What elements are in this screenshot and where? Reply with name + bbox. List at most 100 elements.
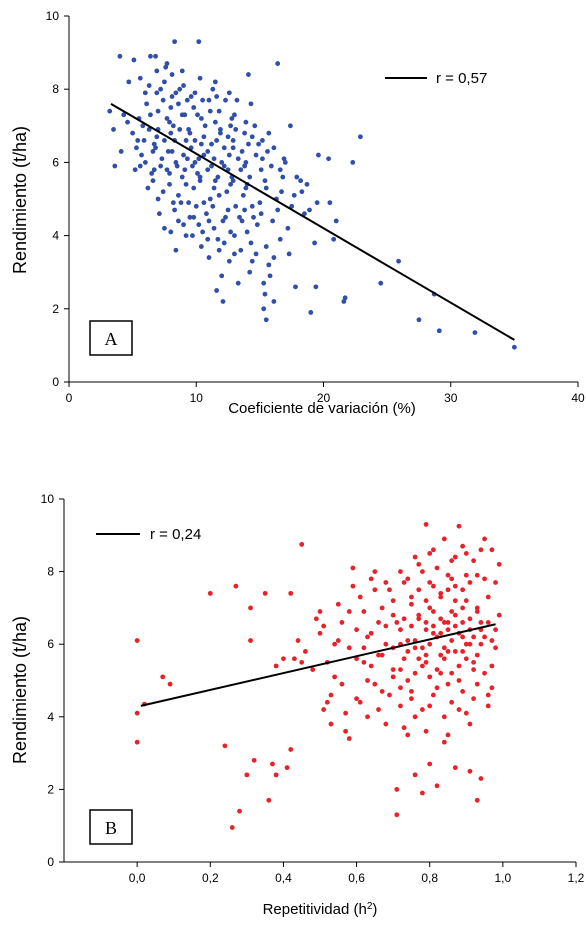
data-point: [230, 145, 236, 151]
data-point: [263, 244, 269, 249]
data-point: [221, 240, 227, 246]
data-point: [361, 609, 367, 614]
data-point: [209, 141, 214, 147]
data-point: [460, 605, 466, 611]
data-point: [420, 790, 425, 796]
data-point: [331, 236, 337, 242]
data-point: [434, 783, 440, 789]
data-point: [409, 688, 414, 694]
data-point: [137, 75, 143, 81]
data-point: [398, 685, 403, 691]
data-point: [216, 108, 222, 114]
data-point: [434, 565, 440, 571]
data-point: [252, 123, 258, 129]
data-point: [357, 699, 363, 705]
data-point: [463, 710, 469, 716]
data-point: [218, 127, 223, 132]
data-point: [150, 178, 156, 184]
data-point: [215, 236, 221, 242]
data-point: [200, 229, 206, 235]
data-point: [238, 247, 244, 253]
data-point: [153, 145, 158, 151]
data-point: [478, 641, 484, 647]
data-point: [412, 772, 418, 778]
data-point: [445, 587, 451, 593]
data-point: [228, 123, 234, 129]
data-point: [237, 214, 242, 220]
data-point: [198, 116, 204, 121]
data-point: [405, 576, 411, 582]
data-point: [467, 721, 473, 727]
data-point: [423, 627, 429, 633]
data-point: [244, 772, 250, 778]
data-point: [243, 119, 249, 125]
y-tick-label: 0: [47, 855, 54, 869]
data-point: [184, 156, 190, 162]
data-point: [485, 703, 491, 709]
data-point: [321, 707, 327, 712]
data-point: [292, 656, 297, 662]
data-point: [474, 609, 480, 614]
data-point: [452, 612, 458, 618]
data-point: [182, 167, 188, 173]
data-point: [178, 200, 184, 206]
data-point: [452, 765, 458, 771]
data-point: [372, 681, 378, 687]
legend-label: r = 0,24: [150, 526, 201, 543]
data-point: [339, 620, 345, 625]
data-point: [221, 163, 227, 169]
data-point: [186, 127, 192, 132]
data-point: [467, 641, 473, 647]
data-point: [460, 620, 466, 625]
x-tick-label: 0,2: [202, 871, 219, 885]
data-point: [233, 127, 239, 132]
x-tick-label: 40: [571, 391, 585, 405]
data-point: [216, 192, 222, 198]
x-tick-label: 0: [66, 391, 73, 405]
data-point: [467, 768, 473, 774]
data-point: [456, 523, 462, 529]
data-point: [441, 645, 447, 651]
data-point: [177, 127, 183, 132]
y-tick-label: 6: [52, 155, 59, 169]
data-point: [390, 667, 396, 673]
x-tick-label: 1,0: [495, 871, 512, 885]
data-point: [321, 623, 327, 629]
data-point: [148, 112, 153, 118]
y-tick-label: 2: [47, 782, 54, 796]
data-point: [456, 663, 462, 669]
data-point: [357, 594, 363, 600]
data-point: [401, 656, 407, 662]
data-point: [376, 652, 381, 658]
y-tick-label: 4: [52, 229, 59, 243]
x-tick-label: 1,2: [568, 871, 585, 885]
x-tick-label: 0,8: [421, 871, 438, 885]
data-point: [146, 83, 152, 88]
data-point: [326, 156, 331, 162]
data-point: [257, 200, 263, 206]
data-point: [460, 634, 466, 640]
data-point: [207, 590, 213, 596]
data-point: [159, 156, 165, 162]
data-point: [489, 685, 495, 691]
data-point: [247, 174, 253, 180]
data-point: [215, 174, 221, 180]
data-point: [396, 258, 401, 264]
data-point: [160, 189, 166, 195]
data-point: [205, 236, 211, 242]
data-point: [160, 97, 166, 103]
data-point: [242, 130, 248, 136]
data-point: [200, 97, 206, 103]
data-point: [452, 598, 458, 604]
data-point: [197, 178, 203, 184]
data-point: [249, 203, 255, 209]
data-point: [427, 674, 433, 680]
data-point: [209, 163, 214, 169]
data-point: [162, 225, 167, 231]
data-point: [246, 141, 251, 147]
data-point: [160, 674, 166, 680]
data-point: [463, 656, 469, 662]
data-point: [438, 590, 444, 596]
data-point: [401, 725, 407, 731]
